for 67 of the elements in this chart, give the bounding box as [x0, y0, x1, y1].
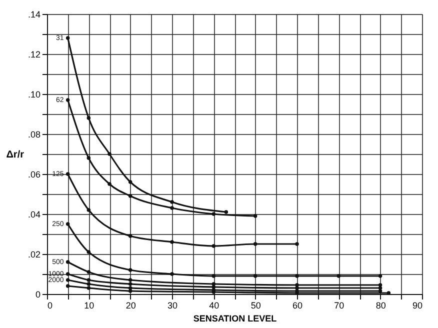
x-tick-label: 20	[126, 300, 136, 310]
point	[86, 278, 91, 282]
point	[295, 283, 299, 287]
point	[170, 272, 174, 276]
point	[295, 242, 299, 246]
point	[86, 156, 91, 160]
point	[86, 270, 91, 274]
y-tick-label: .08	[28, 130, 40, 140]
point	[66, 98, 70, 102]
point	[212, 244, 216, 248]
y-tick-label: .12	[28, 50, 40, 60]
point	[66, 272, 70, 276]
point	[66, 278, 70, 282]
x-tick-label: 30	[167, 300, 178, 310]
point	[170, 240, 174, 244]
point	[128, 180, 132, 184]
point	[128, 234, 132, 238]
point	[66, 172, 70, 176]
point	[212, 282, 216, 286]
point	[128, 282, 132, 286]
point	[253, 242, 258, 246]
point	[170, 206, 174, 210]
point	[224, 210, 228, 214]
point	[86, 286, 91, 290]
point	[66, 260, 70, 264]
point	[212, 274, 216, 278]
point	[378, 274, 382, 278]
point	[295, 274, 299, 278]
point	[128, 268, 132, 272]
y-tick-label: .06	[28, 170, 40, 180]
point	[66, 284, 70, 288]
point	[108, 182, 112, 186]
x-tick-label: 60	[292, 300, 303, 310]
point	[86, 250, 91, 254]
point	[128, 278, 132, 282]
point	[128, 289, 132, 293]
point	[86, 116, 91, 120]
point	[66, 222, 70, 226]
y-tick-label: .04	[28, 210, 40, 220]
point	[253, 214, 258, 218]
point	[128, 194, 132, 198]
y-axis-title: Δr/r	[6, 150, 24, 160]
point	[378, 286, 382, 290]
point	[86, 282, 91, 286]
x-tick-label: 80	[376, 300, 386, 310]
point	[66, 36, 70, 40]
point	[212, 212, 216, 216]
point	[108, 152, 112, 156]
point	[336, 274, 341, 278]
x-tick-label: 40	[209, 300, 220, 310]
point	[253, 274, 258, 278]
x-tick-label: 50	[250, 300, 261, 310]
point	[86, 208, 91, 212]
point	[378, 283, 382, 287]
y-tick-label: .02	[28, 250, 40, 260]
x-tick-label: 70	[334, 300, 344, 310]
point	[212, 285, 216, 289]
y-tick-label: .10	[28, 90, 40, 100]
point	[128, 286, 132, 290]
point	[295, 286, 299, 290]
y-tick-label: 0	[35, 290, 40, 300]
x-tick-label: 90	[412, 300, 422, 310]
x-tick-label: 10	[84, 300, 94, 310]
x-axis-title: SENSATION LEVEL	[193, 314, 278, 324]
x-tick-label: 0	[48, 300, 53, 310]
y-tick-label: .14	[28, 10, 40, 20]
point	[170, 200, 174, 204]
